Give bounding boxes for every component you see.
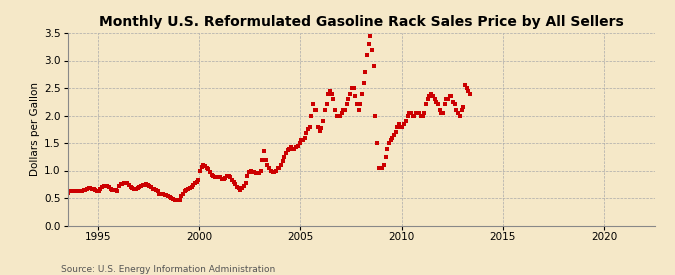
Y-axis label: Dollars per Gallon: Dollars per Gallon (30, 82, 40, 176)
Title: Monthly U.S. Reformulated Gasoline Rack Sales Price by All Sellers: Monthly U.S. Reformulated Gasoline Rack … (99, 15, 624, 29)
Text: Source: U.S. Energy Information Administration: Source: U.S. Energy Information Administ… (61, 265, 275, 274)
